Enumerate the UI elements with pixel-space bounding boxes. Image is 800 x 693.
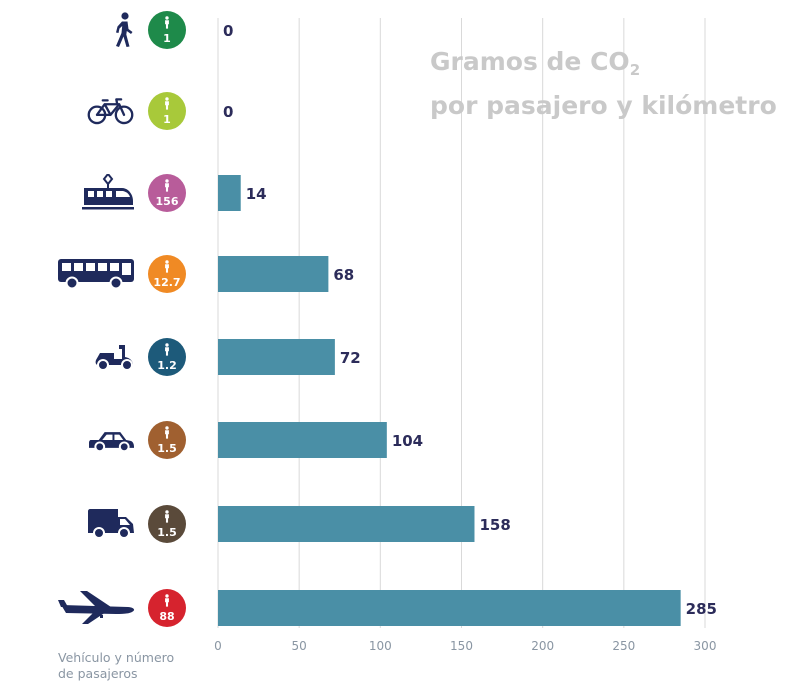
x-tick-label: 250: [612, 639, 635, 653]
x-tick-label: 100: [369, 639, 392, 653]
passenger-badge-bus: 12.7: [148, 255, 186, 293]
badge-circle: [148, 255, 186, 293]
scooter-icon: [94, 344, 134, 371]
value-label-bus: 68: [333, 266, 354, 284]
x-tick-label: 50: [292, 639, 307, 653]
bicycle-icon: [87, 98, 134, 125]
title-co2-subscript: 2: [629, 61, 641, 79]
value-label-plane: 285: [686, 600, 717, 618]
badge-circle: [148, 11, 186, 49]
value-label-van: 158: [479, 516, 510, 534]
value-label-scooter: 72: [340, 349, 361, 367]
bar-car: [218, 422, 387, 458]
title-line-2: por pasajero y kilómetro: [430, 91, 777, 120]
axis-caption-line-1: Vehículo y número: [58, 650, 175, 665]
x-tick-label: 150: [450, 639, 473, 653]
value-label-walk: 0: [223, 22, 233, 40]
passenger-badge-scooter: 1.2: [148, 338, 186, 376]
badge-circle: [148, 589, 186, 627]
value-label-car: 104: [392, 432, 423, 450]
passenger-badge-walk: 1: [148, 11, 186, 49]
title-line-1: Gramos de CO2: [430, 44, 777, 88]
passenger-count: 12.7: [153, 276, 180, 289]
axis-caption-line-2: de pasajeros: [58, 666, 138, 681]
passenger-badge-car: 1.5: [148, 421, 186, 459]
x-tick-label: 200: [531, 639, 554, 653]
x-tick-label: 0: [214, 639, 222, 653]
passenger-badge-train: 156: [148, 174, 186, 212]
bar-van: [218, 506, 475, 542]
car-icon: [89, 431, 134, 452]
value-label-train: 14: [246, 185, 267, 203]
airplane-icon: [58, 591, 135, 624]
passenger-badge-bicycle: 1: [148, 92, 186, 130]
value-label-bicycle: 0: [223, 103, 233, 121]
passenger-badge-plane: 88: [148, 589, 186, 627]
title-co2-prefix: Gramos de CO: [430, 47, 630, 76]
bar-plane: [218, 590, 681, 626]
passenger-count: 1: [163, 113, 171, 126]
passenger-count: 1: [163, 32, 171, 45]
passenger-badge-van: 1.5: [148, 505, 186, 543]
passenger-count: 88: [159, 610, 174, 623]
bar-train: [218, 175, 241, 211]
passenger-count: 1.5: [157, 526, 177, 539]
badge-circle: [148, 505, 186, 543]
van-icon: [88, 509, 134, 539]
badge-circle: [148, 338, 186, 376]
tick-layer: 0 50 100 150 200 250 300: [214, 639, 716, 653]
chart-title: Gramos de CO2 por pasajero y kilómetro: [430, 44, 777, 123]
badge-circle: [148, 421, 186, 459]
passenger-count: 1.2: [157, 359, 177, 372]
icon-layer: 1 1 156 12.7 1.2 1.5 1.5 88: [58, 11, 186, 627]
badge-circle: [148, 174, 186, 212]
passenger-count: 1.5: [157, 442, 177, 455]
walking-person-icon: [116, 12, 133, 47]
bar-bus: [218, 256, 329, 292]
grid-layer: [217, 18, 706, 628]
passenger-count: 156: [156, 195, 179, 208]
badge-circle: [148, 92, 186, 130]
train-icon: [82, 174, 134, 211]
bar-scooter: [218, 339, 335, 375]
bar-layer: 0 0 14 68 72 104 158 285: [218, 22, 717, 626]
axis-caption: Vehículo y número de pasajeros: [58, 650, 174, 682]
bus-icon: [58, 259, 134, 289]
x-tick-label: 300: [694, 639, 717, 653]
